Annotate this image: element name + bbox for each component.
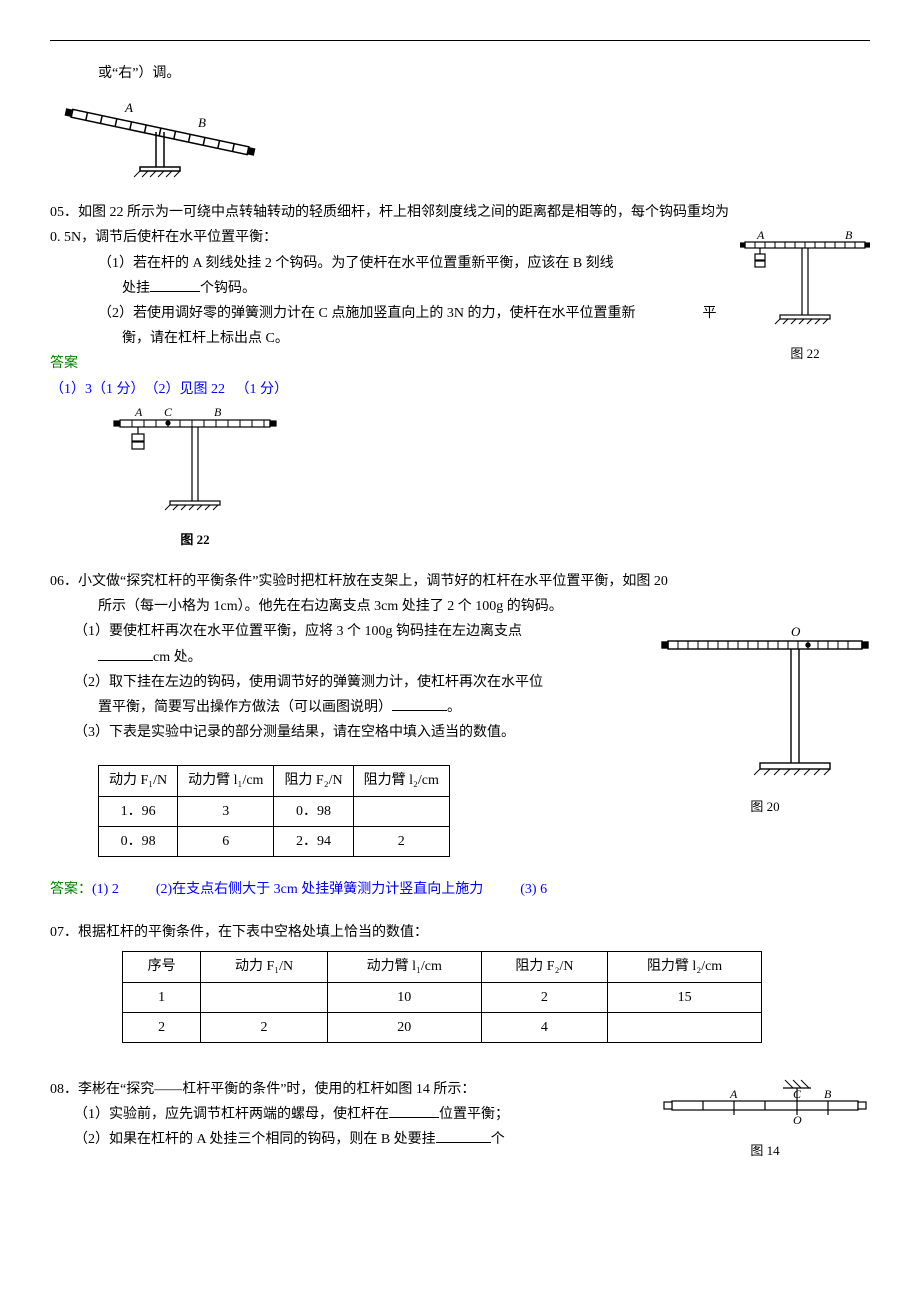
q07-th-3: 阻力 F₂/N (481, 952, 608, 982)
fig14-caption: 图 14 (660, 1139, 870, 1162)
q06-ans-3: (3) 6 (520, 882, 547, 897)
q08-p2b: 个 (491, 1132, 505, 1147)
table-row: 序号 动力 F₁/N 动力臂 l₁/cm 阻力 F₂/N 阻力臂 l₂/cm (123, 952, 762, 982)
svg-text:B: B (845, 230, 853, 242)
blank-q06-1 (98, 646, 153, 661)
q06-th-3: 阻力臂 l₂/cm (353, 766, 449, 796)
fig22-caption: 图 22 (740, 342, 870, 365)
q06-p2b-text: 置平衡，简要写出操作方做法（可以画图说明） (98, 700, 392, 715)
q06-answers: 答案：(1) 2 (2)在支点右侧大于 3cm 处挂弹簧测力计竖直向上施力 (3… (50, 877, 870, 902)
blank-q08-2 (436, 1128, 491, 1143)
q05-p1b: 处挂 (122, 281, 150, 296)
q06-p2c-text: 。 (447, 700, 461, 715)
cell (608, 1012, 762, 1042)
cell: 10 (327, 982, 481, 1012)
q05-p2a: （2）若使用调好零的弹簧测力计在 C 点施加竖直向上的 3N 的力，使杆在水平位… (98, 306, 635, 321)
cell: 2 (481, 982, 608, 1012)
cell: 2 (201, 1012, 328, 1042)
q05-ans-text: （1）3（1 分） （2）见图 22 （1 分） (50, 377, 870, 402)
cell: 2．94 (274, 826, 353, 856)
q07-th-4: 阻力臂 l₂/cm (608, 952, 762, 982)
q07-intro-text: 根据杠杆的平衡条件，在下表中空格处填上恰当的数值： (78, 925, 428, 940)
fig14: A C B O 图 14 (660, 1077, 870, 1162)
svg-text:A: A (729, 1087, 738, 1101)
blank-q06-2 (392, 696, 447, 711)
blank-q08-1 (389, 1103, 439, 1118)
q06-ans-1: (1) 2 (92, 882, 119, 897)
svg-text:A: A (756, 230, 765, 242)
fig20: O 图 20 (660, 623, 870, 818)
fig22-right: A B 图 22 (740, 230, 870, 365)
svg-text:A: A (134, 406, 143, 419)
q06-th-2: 阻力 F₂/N (274, 766, 353, 796)
q05-p2mid: 平 (702, 306, 716, 321)
cell: 2 (353, 826, 449, 856)
cell (201, 982, 328, 1012)
q08-p1a: （1）实验前，应先调节杠杆两端的螺母，使杠杆在 (74, 1107, 389, 1122)
fig20-caption: 图 20 (660, 795, 870, 818)
q07-table: 序号 动力 F₁/N 动力臂 l₁/cm 阻力 F₂/N 阻力臂 l₂/cm 1… (122, 951, 762, 1043)
blank-q05-1 (150, 277, 200, 292)
fig22-answer: A C B 图 22 (110, 406, 870, 551)
q06-intro-a: 小文做“探究杠杆的平衡条件”实验时把杠杆放在支架上，调节好的杠杆在水平位置平衡，… (78, 574, 668, 589)
cell: 0．98 (274, 796, 353, 826)
q07-num: 07． (50, 925, 78, 940)
q08-num: 08． (50, 1082, 78, 1097)
question-06: 06．小文做“探究杠杆的平衡条件”实验时把杠杆放在支架上，调节好的杠杆在水平位置… (50, 569, 870, 902)
q05-intro-text: 如图 22 所示为一可绕中点转轴转动的轻质细杆，杆上相邻刻度线之间的距离都是相等… (50, 205, 729, 245)
q07-th-1: 动力 F₁/N (201, 952, 328, 982)
q05-num: 05． (50, 205, 78, 220)
q06-ans-2: (2)在支点右侧大于 3cm 处挂弹簧测力计竖直向上施力 (156, 882, 483, 897)
q05-p1c: 个钩码。 (200, 281, 256, 296)
cell: 20 (327, 1012, 481, 1042)
cell: 1 (123, 982, 201, 1012)
page-top-rule (50, 40, 870, 41)
fragment-line: 或“右”）调。 (98, 61, 870, 86)
q06-ans-label: 答案： (50, 882, 92, 897)
table-row: 2 2 20 4 (123, 1012, 762, 1042)
table-row: 1．96 3 0．98 (99, 796, 450, 826)
cell: 0．98 (99, 826, 178, 856)
svg-text:C: C (164, 406, 173, 419)
question-08: A C B O 图 14 08．李彬在“探究——杠杆平衡的条件”时，使用的杠杆如… (50, 1077, 870, 1162)
svg-text:O: O (791, 624, 801, 639)
q06-table: 动力 F₁/N 动力臂 l₁/cm 阻力 F₂/N 阻力臂 l₂/cm 1．96… (98, 765, 450, 857)
cell: 6 (178, 826, 274, 856)
cell (353, 796, 449, 826)
svg-text:O: O (793, 1113, 802, 1127)
table-row: 0．98 6 2．94 2 (99, 826, 450, 856)
q06-th-1: 动力臂 l₁/cm (178, 766, 274, 796)
cell: 2 (123, 1012, 201, 1042)
q08-p2a: （2）如果在杠杆的 A 处挂三个相同的钩码，则在 B 处要挂 (74, 1132, 436, 1147)
q06-intro-b: 所示（每一小格为 1cm）。他先在右边离支点 3cm 处挂了 2 个 100g … (98, 594, 870, 619)
cell: 4 (481, 1012, 608, 1042)
question-07: 07．根据杠杆的平衡条件，在下表中空格处填上恰当的数值： 序号 动力 F₁/N … (50, 920, 870, 1043)
q08-p1b: 位置平衡； (439, 1107, 509, 1122)
svg-text:B: B (824, 1087, 832, 1101)
q07-intro: 07．根据杠杆的平衡条件，在下表中空格处填上恰当的数值： (50, 920, 870, 945)
q06-intro: 06．小文做“探究杠杆的平衡条件”实验时把杠杆放在支架上，调节好的杠杆在水平位置… (50, 569, 870, 594)
cell: 15 (608, 982, 762, 1012)
q07-th-2: 动力臂 l₁/cm (327, 952, 481, 982)
table-row: 1 10 2 15 (123, 982, 762, 1012)
fig22-ans-caption: 图 22 (110, 528, 280, 551)
svg-text:A: A (124, 100, 133, 115)
q06-th-0: 动力 F₁/N (99, 766, 178, 796)
table-row: 动力 F₁/N 动力臂 l₁/cm 阻力 F₂/N 阻力臂 l₂/cm (99, 766, 450, 796)
q06-p1b-text: cm 处。 (153, 650, 202, 665)
cell: 3 (178, 796, 274, 826)
svg-text:C: C (793, 1087, 802, 1101)
svg-text:B: B (214, 406, 222, 419)
cell: 1．96 (99, 796, 178, 826)
q06-num: 06． (50, 574, 78, 589)
question-05: A B 图 22 05．如图 22 所示为一可绕中点转轴转动的轻质细杆，杆上相邻… (50, 200, 870, 551)
q08-intro-text: 李彬在“探究——杠杆平衡的条件”时，使用的杠杆如图 14 所示： (78, 1082, 475, 1097)
q07-th-0: 序号 (123, 952, 201, 982)
fig-lever-tilted: A B (50, 92, 870, 182)
svg-text:B: B (198, 115, 206, 130)
